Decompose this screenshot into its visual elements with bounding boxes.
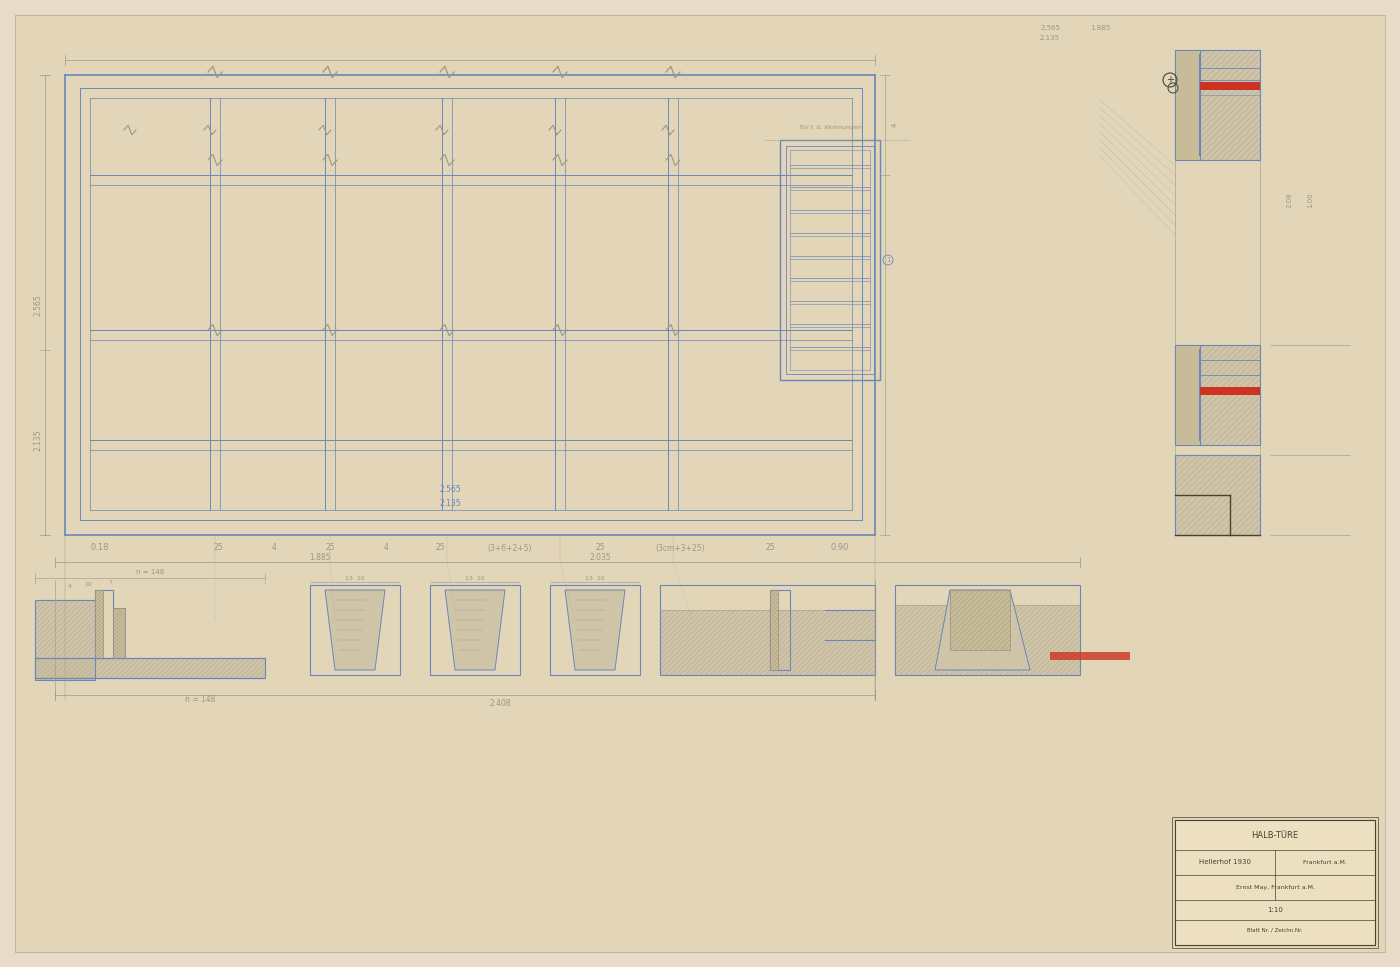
Bar <box>1175 345 1260 445</box>
Bar <box>309 585 400 675</box>
Text: 2.565: 2.565 <box>1040 25 1060 31</box>
Text: 1.885: 1.885 <box>309 553 330 563</box>
Text: 2.135: 2.135 <box>1040 35 1060 41</box>
Text: Tür f. d. Wohnungen: Tür f. d. Wohnungen <box>798 126 861 131</box>
Text: +: + <box>1166 75 1175 85</box>
Bar <box>770 590 790 670</box>
Bar <box>1175 50 1260 160</box>
Polygon shape <box>935 590 1030 670</box>
Bar <box>1200 82 1260 90</box>
Text: 0.90: 0.90 <box>830 543 850 552</box>
Bar <box>785 146 874 374</box>
Text: 0.18: 0.18 <box>91 543 109 552</box>
Bar <box>113 608 125 658</box>
Bar <box>659 585 875 675</box>
Text: 25: 25 <box>595 543 605 552</box>
Bar <box>35 658 265 678</box>
Bar <box>1175 455 1260 535</box>
Text: n = 148: n = 148 <box>185 695 216 705</box>
Bar <box>951 590 1009 650</box>
Text: 4: 4 <box>892 123 897 128</box>
Text: Hellerhof 1930: Hellerhof 1930 <box>1198 859 1252 865</box>
Text: 10: 10 <box>84 582 92 588</box>
Text: 1: 1 <box>886 257 890 263</box>
Bar <box>770 590 778 670</box>
Bar <box>95 590 104 658</box>
Bar <box>430 585 519 675</box>
Bar <box>1175 345 1200 445</box>
Text: 1.00: 1.00 <box>1308 192 1313 208</box>
Bar <box>895 585 1079 675</box>
Text: 4: 4 <box>69 584 71 590</box>
Text: 1.885: 1.885 <box>1091 25 1110 31</box>
Bar <box>1175 50 1200 160</box>
Bar <box>1175 820 1375 945</box>
Polygon shape <box>566 590 624 670</box>
Bar <box>1050 652 1130 660</box>
Bar <box>1175 455 1260 535</box>
Polygon shape <box>445 590 505 670</box>
Text: 2.565: 2.565 <box>34 294 42 316</box>
Text: 13  10: 13 10 <box>465 575 484 580</box>
Bar <box>35 600 95 680</box>
Text: 2.135: 2.135 <box>440 499 461 508</box>
Bar <box>1200 387 1260 395</box>
Text: 4: 4 <box>384 543 388 552</box>
Bar <box>95 590 113 658</box>
Bar <box>790 150 869 370</box>
Polygon shape <box>325 590 385 670</box>
Text: 2.135: 2.135 <box>34 429 42 451</box>
Bar <box>895 605 1079 675</box>
Bar <box>780 140 881 380</box>
Text: 25: 25 <box>766 543 774 552</box>
Text: 2.565: 2.565 <box>440 485 461 494</box>
Text: 2.08: 2.08 <box>1287 192 1294 208</box>
Text: Ernst May, Frankfurt a.M.: Ernst May, Frankfurt a.M. <box>1235 885 1315 890</box>
Bar <box>35 600 95 680</box>
Bar <box>1175 345 1260 445</box>
Bar <box>550 585 640 675</box>
Text: 13  10: 13 10 <box>346 575 365 580</box>
Bar <box>35 658 265 678</box>
Text: 1:10: 1:10 <box>1267 907 1282 913</box>
Text: (3cm+3+25): (3cm+3+25) <box>655 543 704 552</box>
Text: 2.035: 2.035 <box>589 553 610 563</box>
Text: (3+6+2+5): (3+6+2+5) <box>487 543 532 552</box>
Text: 7: 7 <box>108 580 112 585</box>
Bar <box>659 610 875 675</box>
Text: Blatt Nr. / Zeichn.Nr.: Blatt Nr. / Zeichn.Nr. <box>1247 927 1303 932</box>
Text: 25: 25 <box>435 543 445 552</box>
Text: Frankfurt a.M.: Frankfurt a.M. <box>1303 860 1347 864</box>
Bar <box>1175 50 1260 160</box>
Bar <box>113 608 125 658</box>
Bar <box>1172 817 1378 948</box>
Text: HALB-TÜRE: HALB-TÜRE <box>1252 831 1299 839</box>
Text: 13  10: 13 10 <box>585 575 605 580</box>
Text: 2.408: 2.408 <box>489 698 511 708</box>
Text: 25: 25 <box>325 543 335 552</box>
Text: 25: 25 <box>213 543 223 552</box>
Text: n = 148: n = 148 <box>136 569 164 575</box>
Text: 4: 4 <box>272 543 276 552</box>
